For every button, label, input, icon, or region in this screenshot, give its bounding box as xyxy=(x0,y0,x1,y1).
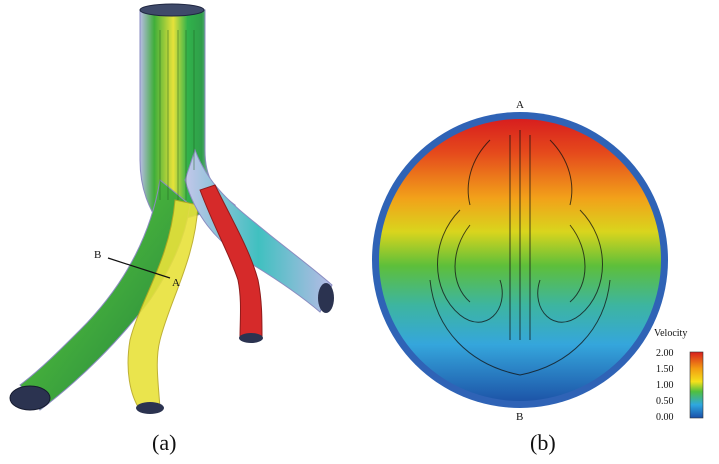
colorbar-tick: 0.50 xyxy=(656,396,674,407)
colorbar-title: Velocity xyxy=(654,328,687,339)
vessel-streamline-figure: B A xyxy=(9,3,334,414)
colorbar-tick: 0.00 xyxy=(656,412,674,423)
colorbar-tick: 1.00 xyxy=(656,380,674,391)
velocity-contour-figure: A B Velocity 2.00 1.50 1.00 0.50 0.00 xyxy=(372,99,704,423)
vessel-panel-a: B A xyxy=(9,3,334,414)
caption-a: (a) xyxy=(152,430,177,455)
section-line xyxy=(107,257,171,279)
colorbar-tick: 1.50 xyxy=(656,364,674,375)
colorbar-tick: 2.00 xyxy=(656,348,674,359)
point-label-bottom: B xyxy=(516,411,523,423)
cross-section-panel-b: A B Velocity 2.00 1.50 1.00 0.50 0.00 xyxy=(370,90,719,464)
section-label-end: A xyxy=(172,277,180,289)
caption-b: (b) xyxy=(530,430,556,455)
section-label-start: B xyxy=(94,249,101,261)
colorbar xyxy=(689,351,704,419)
point-label-top: A xyxy=(516,99,524,111)
